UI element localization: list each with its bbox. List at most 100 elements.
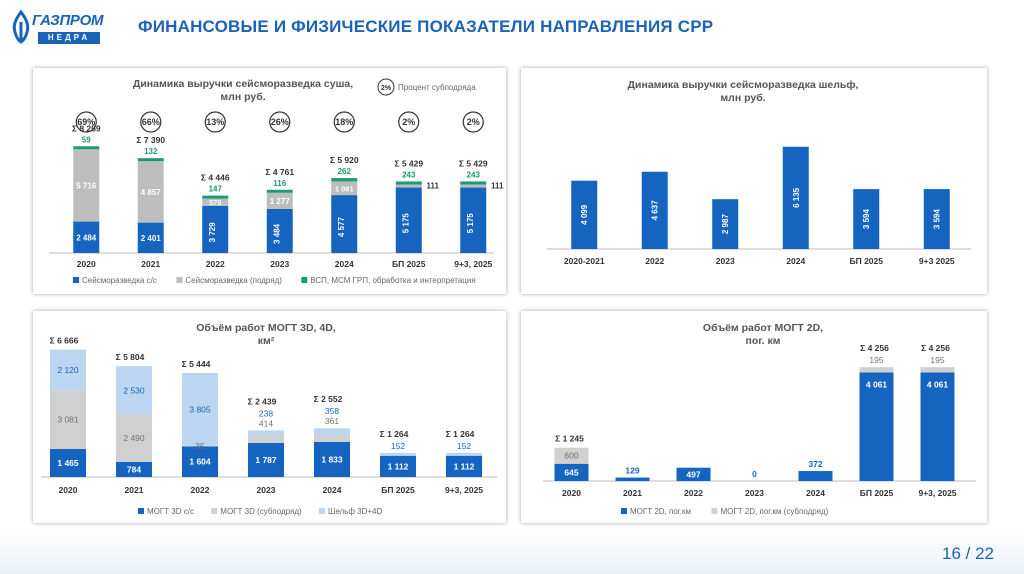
bar-own: [554, 463, 589, 481]
bar-contract: [920, 367, 955, 373]
bar-contract: [859, 367, 894, 373]
x-tick-label: 9+3, 2025: [918, 488, 956, 498]
bar-label-vsp: 132: [144, 147, 158, 156]
bar-label: 6 135: [792, 187, 801, 208]
bar-total: Σ 2 552: [314, 394, 343, 404]
legend-entry: Сейсморазведка с/с: [82, 276, 157, 285]
x-tick-label: 2021: [623, 488, 642, 498]
bar-label-own: 1 112: [388, 461, 409, 471]
bar-vsp: [460, 181, 487, 185]
bar-shelf: [446, 452, 482, 456]
legend-swatch: [301, 277, 308, 283]
bar-own: [395, 187, 422, 253]
bar-total: Σ 5 444: [182, 359, 211, 369]
bar-vsp: [266, 189, 293, 193]
footer-band: [0, 532, 1024, 574]
land-revenue-panel: Динамика выручки сейсморазведка суша, млн…: [33, 68, 506, 294]
bar-total: Σ 2 439: [248, 396, 277, 406]
land-revenue-chart: Динамика выручки сейсморазведка суша,млн…: [49, 78, 504, 285]
bar-label-shelf: 3 805: [189, 404, 211, 414]
pct-circle: [269, 111, 291, 133]
bar-label-shelf: 2 530: [123, 385, 145, 395]
x-tick-label: 2024: [335, 259, 354, 269]
legend-swatch: [621, 508, 627, 514]
logo-brand: ГАЗПРОМ: [32, 12, 104, 29]
mogt2d-volume-chart: Объём работ МОГТ 2D,пог. км 645 600 Σ 1 245…: [543, 322, 976, 516]
x-tick-label: БП 2025: [392, 259, 426, 269]
pct-label: 18%: [335, 117, 353, 127]
bar-contract: [202, 198, 229, 206]
land-title-line: Динамика выручки сейсморазведка суша,: [133, 78, 353, 90]
land-title-line: млн руб.: [220, 91, 265, 103]
mogt2d-title-line: пог. км: [746, 335, 781, 347]
x-tick-label: 2022: [645, 256, 664, 266]
bar-label-shelf: 2 120: [57, 365, 79, 375]
bar-total: Σ 4 446: [201, 173, 230, 183]
bar-label-contract: 3 081: [57, 415, 79, 425]
legend-entry: МОГТ 3D с/с: [147, 507, 194, 516]
bar-total: Σ 6 666: [50, 336, 79, 346]
bar-own: [446, 455, 482, 477]
bar-own: [798, 471, 833, 481]
bar-own: [50, 449, 86, 477]
page-number: 16 / 22: [942, 544, 994, 563]
bar-total: Σ 5 804: [116, 352, 145, 362]
bar-contract: [331, 181, 358, 196]
bar-label-vsp: 147: [209, 185, 223, 194]
bar-label-own: 645: [564, 467, 578, 477]
bar-label-vsp: 243: [467, 170, 481, 179]
bar-total: Σ 4 256: [860, 343, 889, 353]
mogt3d-title-line: км²: [258, 335, 275, 347]
bar-own: [116, 462, 152, 477]
bar-label-contract: 1 081: [335, 184, 354, 193]
x-tick-label: БП 2025: [860, 488, 894, 498]
mogt2d-volume-panel: Объём работ МОГТ 2D, пог. км 645 600 Σ 1 245…: [521, 311, 987, 523]
x-tick-label: БП 2025: [381, 485, 415, 495]
bar-label-contract: 2 490: [123, 433, 145, 443]
legend-entry: Сейсморазведка (подряд): [185, 276, 282, 285]
pct-label: 13%: [206, 117, 224, 127]
pct-circle: [398, 111, 420, 133]
bar-label-vsp: 116: [273, 179, 286, 188]
bar-label-vsp: 59: [82, 135, 91, 144]
bar-label-own: 0: [752, 469, 757, 479]
bar-shelf: [50, 349, 86, 391]
bar-own: [380, 455, 416, 477]
bar-contract: [116, 414, 152, 463]
bar-label-own: 4 577: [337, 216, 346, 237]
bar-label-own: 1 465: [57, 458, 79, 468]
mogt3d-volume-chart: Объём работ МОГТ 3D, 4D,км² 1 465 3 081 2 1…: [41, 322, 497, 516]
bar-label-own: 372: [808, 459, 822, 469]
bar-label: 3 594: [862, 208, 871, 229]
x-tick-label: 2023: [270, 259, 289, 269]
bar-label-shelf: 238: [259, 408, 273, 418]
legend-swatch: [176, 277, 183, 283]
bar-shelf: [116, 366, 152, 415]
bar-label-vsp: 243: [402, 170, 416, 179]
bar-label: 4 099: [580, 204, 589, 225]
legend-entry: ВСП, МСМ ГРП, обработка и интерпретация: [310, 276, 475, 285]
bar-own: [460, 187, 487, 253]
x-tick-label: 9+3, 2025: [454, 259, 492, 269]
shelf-title-line: Динамика выручки сейсморазведка шельф,: [628, 79, 859, 91]
mogt3d-volume-panel: Объём работ МОГТ 3D, 4D, км² 1 465 3 081 2 1…: [33, 311, 506, 523]
pct-label: 2%: [467, 117, 480, 127]
bar-own: [248, 442, 284, 477]
legend-swatch: [138, 508, 144, 514]
bar-label-contract: 414: [259, 418, 273, 428]
bar: [641, 171, 668, 249]
bar-label-own: 1 112: [454, 461, 475, 471]
shelf-revenue-chart: Динамика выручки сейсморазведка шельф,мл…: [547, 79, 971, 266]
bar-total: Σ 1 245: [555, 434, 584, 444]
bar-label: 4 637: [651, 200, 660, 221]
x-tick-label: 2021: [141, 259, 160, 269]
shelf-revenue-panel: Динамика выручки сейсморазведка шельф, мл…: [521, 68, 987, 294]
legend-entry: Шельф 3D+4D: [328, 507, 383, 516]
pct-circle: [75, 111, 97, 133]
note-badge-circle: [377, 78, 395, 96]
x-tick-label: 2023: [716, 256, 735, 266]
bar-contract: [395, 184, 422, 188]
x-tick-label: 2024: [806, 488, 825, 498]
bar-label-own: 3 729: [208, 222, 217, 243]
bar-total: Σ 5 429: [394, 158, 423, 168]
